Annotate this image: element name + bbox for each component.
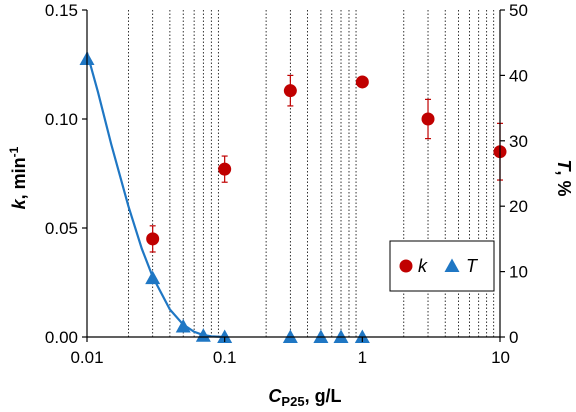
y-left-tick-label: 0.10	[45, 110, 78, 129]
x-tick-label: 10	[491, 348, 510, 367]
data-point-k	[146, 232, 160, 246]
fit-curve	[85, 52, 225, 339]
data-point-k	[283, 84, 297, 98]
axes	[82, 9, 505, 342]
y-left-tick-label: 0.15	[45, 1, 78, 20]
y-right-tick-label: 20	[509, 197, 528, 216]
y-right-tick-label: 0	[509, 328, 518, 347]
y-right-tick-label: 40	[509, 66, 528, 85]
x-axis-title: CP25, g/L	[268, 386, 341, 409]
data-point-t	[354, 329, 370, 343]
error-bars	[149, 74, 503, 253]
y-left-tick-label: 0.00	[45, 328, 78, 347]
y-left-tick-label: 0.05	[45, 219, 78, 238]
data-point-t	[313, 329, 329, 343]
y-right-tick-label: 10	[509, 263, 528, 282]
y-right-tick-label: 30	[509, 132, 528, 151]
data-point-t	[175, 319, 191, 333]
data-point-k	[218, 162, 232, 176]
legend-k-label: k	[418, 256, 428, 276]
data-point-t	[333, 329, 349, 343]
x-tick-label: 1	[358, 348, 367, 367]
data-point-t	[217, 329, 233, 343]
x-tick-label: 0.1	[213, 348, 237, 367]
y-right-tick-label: 50	[509, 1, 528, 20]
legend-t-marker	[444, 258, 460, 272]
y-right-axis-title: T, %	[554, 159, 574, 196]
y-left-axis-title: k, min-1	[7, 146, 29, 209]
legend-k-marker	[399, 259, 413, 273]
data-point-t	[282, 329, 298, 343]
fit-curve-group	[85, 52, 225, 339]
data-point-k	[421, 112, 435, 126]
legend-t-label: T	[466, 256, 479, 276]
data-markers	[79, 51, 507, 343]
legend: k T	[389, 240, 495, 292]
data-point-t	[145, 270, 161, 285]
data-point-t	[195, 328, 211, 342]
x-tick-label: 0.01	[70, 348, 103, 367]
data-point-k	[355, 75, 369, 89]
